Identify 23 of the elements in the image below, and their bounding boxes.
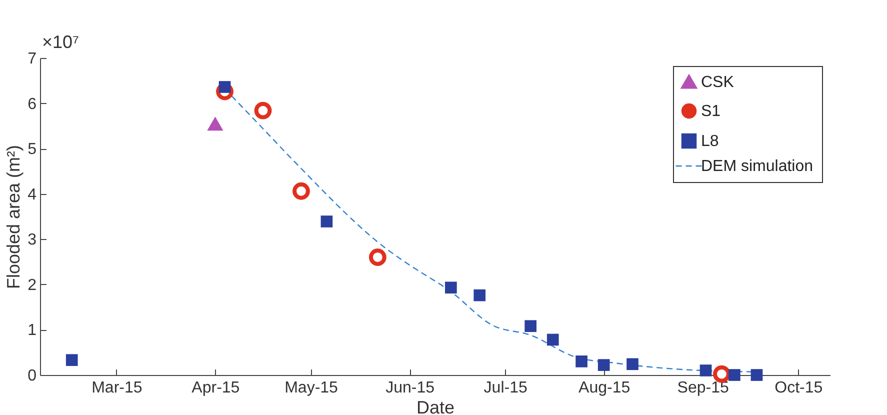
x-tick-label: Jun-15 (386, 380, 435, 396)
y-tick-label: 5 (28, 141, 37, 158)
x-tick-label: Mar-15 (92, 380, 142, 396)
legend-label: S1 (701, 103, 721, 120)
x-tick-label: May-15 (284, 380, 338, 396)
x-tick-label: Jul-15 (484, 380, 528, 396)
text: ×10⁷ (42, 32, 80, 52)
legend-label: DEM simulation (701, 158, 814, 175)
y-tick-label: 6 (28, 96, 37, 113)
x-tick-label: Aug-15 (578, 380, 630, 396)
y-tick-label: 4 (28, 186, 37, 204)
y-tick-label: 2 (28, 276, 37, 294)
legend-label: L8 (701, 133, 719, 150)
y-tick-label: 3 (28, 232, 37, 249)
y-tick-label: 7 (28, 50, 37, 68)
y-axis-title: Flooded area (m²) (4, 144, 24, 290)
y-tick-label: 1 (28, 322, 37, 340)
x-tick-label: Apr-15 (192, 380, 240, 396)
legend-label: CSK (701, 74, 734, 91)
x-axis-title: Date (416, 398, 455, 415)
x-tick-label: Oct-15 (774, 380, 823, 396)
x-tick-label: Sep-15 (677, 380, 729, 396)
y-tick-label: 0 (28, 368, 37, 384)
